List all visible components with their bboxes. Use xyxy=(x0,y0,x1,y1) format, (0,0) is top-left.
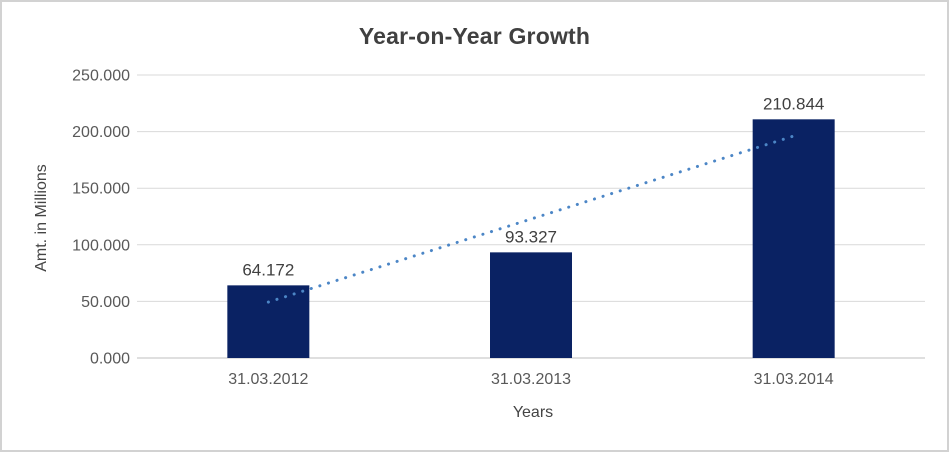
bar-value-label: 210.844 xyxy=(763,94,824,113)
x-axis-tick-label: 31.03.2012 xyxy=(228,371,308,388)
trendline[interactable] xyxy=(266,134,796,304)
y-axis-tick-label: 150.000 xyxy=(72,181,130,198)
y-axis-tick-label: 100.000 xyxy=(72,237,130,254)
x-axis-tick-label: 31.03.2014 xyxy=(754,371,834,388)
y-axis-title: Amt. in Millions xyxy=(33,164,50,272)
y-axis-tick-label: 0.000 xyxy=(90,351,130,368)
bar-value-label: 93.327 xyxy=(505,227,557,246)
bar[interactable] xyxy=(227,285,310,358)
bar[interactable] xyxy=(752,119,835,359)
y-axis-tick-label: 200.000 xyxy=(72,124,130,141)
x-axis-tick-label: 31.03.2013 xyxy=(491,371,571,388)
chart-title: Year-on-Year Growth xyxy=(358,23,591,49)
y-axis-tick-label: 250.000 xyxy=(72,68,130,85)
bar-value-label: 64.172 xyxy=(242,260,294,279)
y-axis-tick-label: 50.000 xyxy=(81,294,130,311)
x-axis-title: Years xyxy=(512,404,554,421)
bar[interactable] xyxy=(490,252,572,358)
